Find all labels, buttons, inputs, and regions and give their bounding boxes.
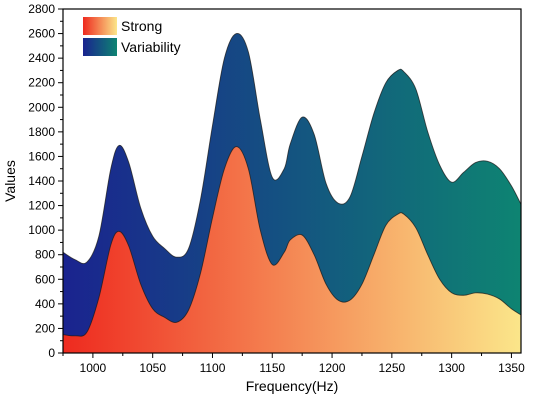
line-series-strong [63, 146, 521, 337]
line-series-variability [63, 33, 521, 265]
x-tick-label: 1300 [438, 361, 465, 375]
y-tick-label: 2200 [28, 76, 55, 90]
y-tick-label: 0 [48, 346, 55, 360]
x-tick-label: 1350 [498, 361, 525, 375]
legend-label-variability: Variability [121, 39, 181, 55]
y-tick-label: 600 [35, 272, 55, 286]
legend: Strong Variability [83, 17, 181, 56]
y-tick-label: 1000 [28, 223, 55, 237]
x-tick-label: 1200 [319, 361, 346, 375]
legend-swatch-variability [83, 38, 117, 56]
axes: 1000 1050 1100 1150 1200 1250 1300 1350 0 200 400 6… [28, 2, 525, 375]
y-tick-label: 800 [35, 248, 55, 262]
legend-swatch-strong [83, 17, 117, 35]
x-tick-label: 1000 [80, 361, 107, 375]
y-tick-label: 400 [35, 297, 55, 311]
y-tick-label: 200 [35, 321, 55, 335]
y-tick-label: 1400 [28, 174, 55, 188]
x-axis-title: Frequency(Hz) [246, 378, 339, 394]
x-tick-label: 1150 [259, 361, 285, 375]
y-tick-label: 1800 [28, 125, 55, 139]
area-series-strong [63, 146, 521, 353]
y-tick-label: 2800 [28, 2, 55, 16]
legend-label-strong: Strong [121, 18, 162, 34]
y-tick-label: 1600 [28, 149, 55, 163]
plot-area [63, 33, 521, 353]
y-axis-title: Values [2, 160, 18, 202]
y-tick-label: 2000 [28, 100, 55, 114]
y-tick-label: 1200 [28, 199, 55, 213]
x-tick-label: 1100 [200, 361, 226, 375]
y-tick-label: 2600 [28, 27, 55, 41]
y-tick-label: 2400 [28, 51, 55, 65]
x-tick-label: 1050 [139, 361, 166, 375]
x-tick-label: 1250 [378, 361, 405, 375]
